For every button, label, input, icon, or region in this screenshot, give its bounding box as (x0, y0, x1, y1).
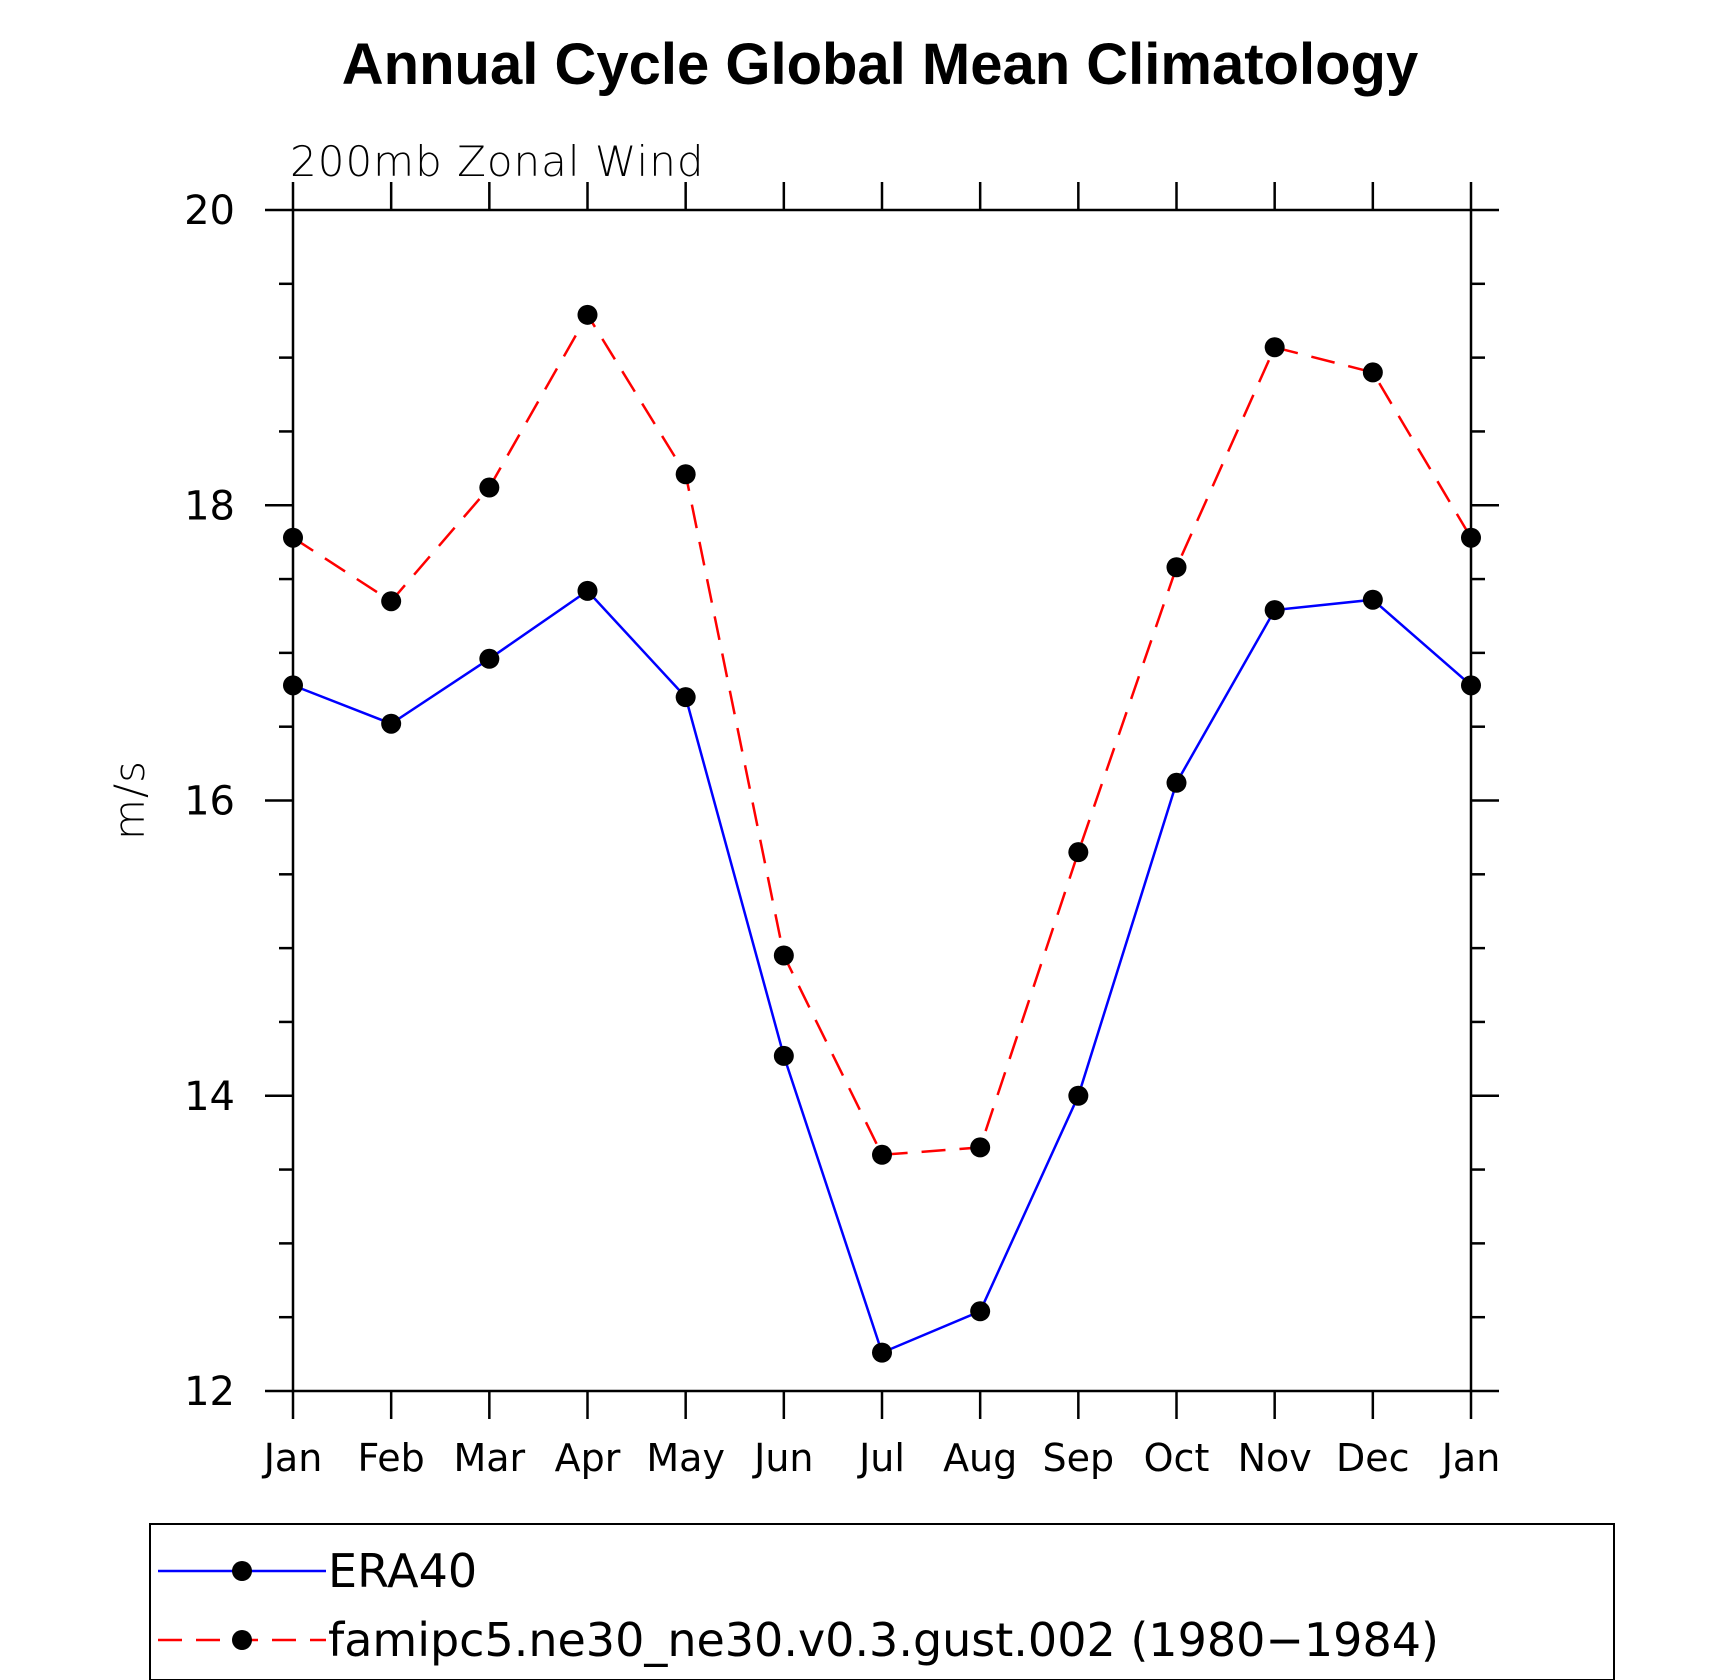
x-tick-label: Dec (1336, 1436, 1410, 1480)
data-point-0-8 (1068, 1085, 1089, 1106)
x-tick-label: Jan (262, 1436, 323, 1480)
y-axis-label: m/s (105, 760, 154, 840)
data-point-0-11 (1362, 589, 1383, 610)
chart-title: Annual Cycle Global Mean Climatology (342, 32, 1418, 97)
data-point-0-3 (577, 580, 598, 601)
y-tick-label: 20 (184, 188, 235, 234)
data-point-1-8 (1068, 842, 1089, 863)
data-point-1-5 (773, 945, 794, 966)
data-point-1-10 (1264, 337, 1285, 358)
data-point-0-10 (1264, 600, 1285, 621)
data-point-0-2 (479, 648, 500, 669)
data-point-1-3 (577, 304, 598, 325)
y-tick-label: 18 (184, 483, 235, 529)
legend-box (149, 1523, 1615, 1680)
data-point-0-5 (773, 1045, 794, 1066)
data-point-1-1 (381, 591, 402, 612)
data-point-0-12 (1461, 675, 1481, 696)
x-tick-label: Nov (1238, 1436, 1312, 1480)
legend: ERA40 famipc5.ne30_ne30.v0.3.gust.002 (1… (149, 1523, 1615, 1680)
data-point-0-9 (1166, 772, 1187, 793)
plot-area: Jan Feb Mar Apr May Jun Jul Aug Sep Oct Nov Dec Jan 1… (184, 182, 1500, 1480)
data-point-1-12 (1461, 527, 1481, 548)
data-point-0-7 (970, 1301, 991, 1322)
x-tick-label: Mar (453, 1436, 525, 1480)
y-tick-label: 16 (184, 779, 235, 825)
data-point-0-6 (872, 1342, 892, 1363)
series-layer (283, 304, 1481, 1363)
x-tick-label: Apr (555, 1436, 621, 1480)
data-point-0-0 (283, 675, 303, 696)
legend-label-era40: ERA40 (328, 1544, 477, 1598)
series-line-0 (292, 589, 1472, 1355)
data-point-1-9 (1166, 557, 1187, 578)
x-tick-label: Jun (752, 1436, 813, 1480)
x-tick-label: Jan (1440, 1436, 1501, 1480)
legend-marker-era40 (232, 1561, 252, 1581)
chart-subtitle: 200mb Zonal Wind (290, 137, 705, 186)
x-tick-label: Sep (1043, 1436, 1115, 1480)
plot-border (291, 208, 1473, 1393)
y-tick-label: 14 (184, 1074, 235, 1120)
x-tick-label: Oct (1144, 1436, 1210, 1480)
data-point-0-4 (675, 687, 696, 708)
data-point-1-6 (872, 1144, 892, 1165)
x-tick-label: Jul (857, 1436, 905, 1480)
series-line-1 (292, 312, 1473, 1157)
x-tick-label: Feb (358, 1436, 425, 1480)
data-point-1-7 (970, 1137, 991, 1158)
y-tick-label: 12 (184, 1369, 235, 1415)
x-tick-label: May (646, 1436, 725, 1480)
data-point-0-1 (381, 713, 402, 734)
legend-label-model: famipc5.ne30_ne30.v0.3.gust.002 (1980−19… (328, 1613, 1439, 1667)
data-point-1-2 (479, 477, 500, 498)
x-tick-label: Aug (943, 1436, 1017, 1480)
data-point-1-0 (283, 527, 303, 548)
legend-marker-model (232, 1630, 252, 1650)
data-point-1-11 (1362, 362, 1383, 383)
data-point-1-4 (675, 464, 696, 485)
